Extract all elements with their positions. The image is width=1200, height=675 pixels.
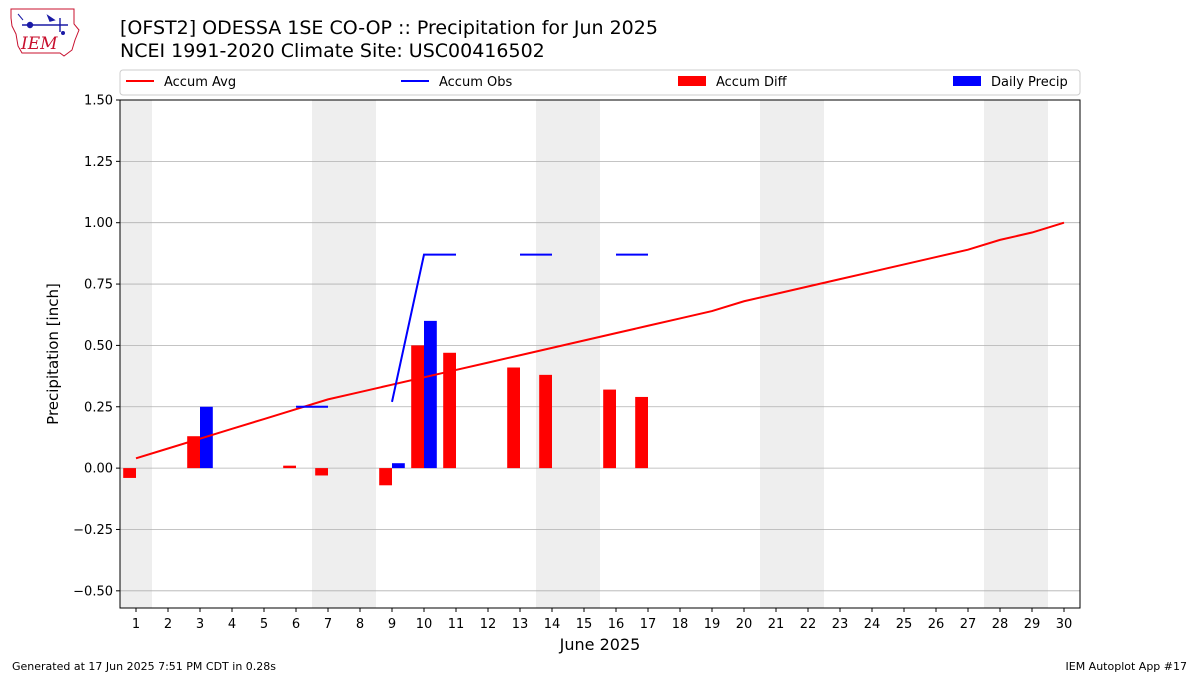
x-tick-label: 19 [704,617,721,632]
x-tick-label: 12 [480,617,497,632]
lines [135,221,1065,460]
y-tick-label: 0.25 [84,400,113,415]
accum-diff-bar [443,352,456,469]
accum-diff-bar [283,465,296,469]
legend-label: Accum Diff [716,75,788,90]
x-tick-label: 16 [608,617,625,632]
y-tick-label: 1.25 [84,155,113,170]
weekend-shading [120,100,1048,608]
weekend-band [760,100,824,608]
weekend-band [312,100,376,608]
legend-accum-avg: Accum Avg [126,75,236,90]
legend-accum-diff: Accum Diff [678,75,788,90]
x-tick-label: 20 [736,617,753,632]
legend-accum-obs: Accum Obs [401,75,512,90]
x-tick-label: 23 [832,617,849,632]
iowa-state-outline [10,8,80,57]
x-tick-label: 15 [576,617,593,632]
x-tick-label: 27 [960,617,977,632]
y-axis-label: Precipitation [inch] [44,283,62,425]
y-tick-label: −0.50 [73,584,113,599]
y-axis: −0.50 −0.25 0.00 0.25 0.50 0.75 1.00 1.25 1.50 [73,94,120,599]
legend-label: Daily Precip [991,75,1068,90]
x-tick-label: 9 [388,617,396,632]
x-tick-label: 18 [672,617,689,632]
chart-subtitle: NCEI 1991-2020 Climate Site: USC00416502 [120,40,545,62]
x-tick-label: 5 [260,617,268,632]
accum-diff-bar [603,389,616,469]
x-tick-label: 24 [864,617,881,632]
y-tick-label: −0.25 [73,523,113,538]
logo-text: IEM [20,34,58,54]
y-tick-label: 0.75 [84,278,113,293]
daily-precip-bar [392,463,405,469]
legend-label: Accum Avg [164,75,236,90]
x-tick-label: 26 [928,617,945,632]
accum-obs-line [391,253,456,403]
legend-daily-precip: Daily Precip [953,75,1068,90]
accum-diff-bar [635,396,648,469]
legend-label: Accum Obs [439,75,512,90]
x-tick-label: 21 [768,617,785,632]
accum-diff-bar [411,345,424,469]
x-tick-label: 1 [132,617,140,632]
y-tick-label: 0.00 [84,462,113,477]
x-tick-label: 22 [800,617,817,632]
x-tick-label: 8 [356,617,364,632]
x-tick-label: 29 [1024,617,1041,632]
accum-avg-line [135,221,1065,460]
x-tick-label: 28 [992,617,1009,632]
x-tick-label: 11 [448,617,465,632]
chart-title: [OFST2] ODESSA 1SE CO-OP :: Precipitatio… [120,17,658,39]
footer-generated-text: Generated at 17 Jun 2025 7:51 PM CDT in … [12,660,277,673]
accum-diff-bar [123,468,136,478]
weekend-band [120,100,152,608]
x-tick-label: 14 [544,617,561,632]
accum-diff-bar [187,436,200,469]
accum-diff-bar [539,374,552,469]
legend: Accum Avg Accum Obs Accum Diff Daily Precip [119,69,1081,96]
iem-logo: IEM [10,8,80,57]
y-tick-label: 1.00 [84,216,113,231]
accum-diff-bar [315,468,328,476]
legend-swatch [953,76,981,86]
accum-diff-bar [507,367,520,469]
footer-app-text: IEM Autoplot App #17 [1065,660,1188,673]
x-tick-label: 17 [640,617,657,632]
x-tick-label: 13 [512,617,529,632]
x-tick-label: 10 [416,617,433,632]
daily-precip-bar [424,320,437,469]
weekend-band [984,100,1048,608]
plot-frame [119,99,1081,609]
legend-swatch [678,76,706,86]
y-tick-label: 0.50 [84,339,113,354]
x-axis: 1 2 3 4 5 6 7 8 9 10 11 12 13 14 15 16 17 18 19 20 21 22 23 24 2… [132,608,1072,632]
x-tick-label: 7 [324,617,332,632]
weather-station-icon [17,13,68,36]
weekend-band [536,100,600,608]
x-tick-label: 4 [228,617,236,632]
x-tick-label: 3 [196,617,204,632]
x-axis-label: June 2025 [559,635,641,654]
x-tick-label: 2 [164,617,172,632]
legend-frame [119,69,1081,96]
y-tick-label: 1.50 [84,94,113,109]
x-tick-label: 6 [292,617,300,632]
accum-diff-bar [379,468,392,486]
x-tick-label: 25 [896,617,913,632]
x-tick-label: 30 [1056,617,1073,632]
